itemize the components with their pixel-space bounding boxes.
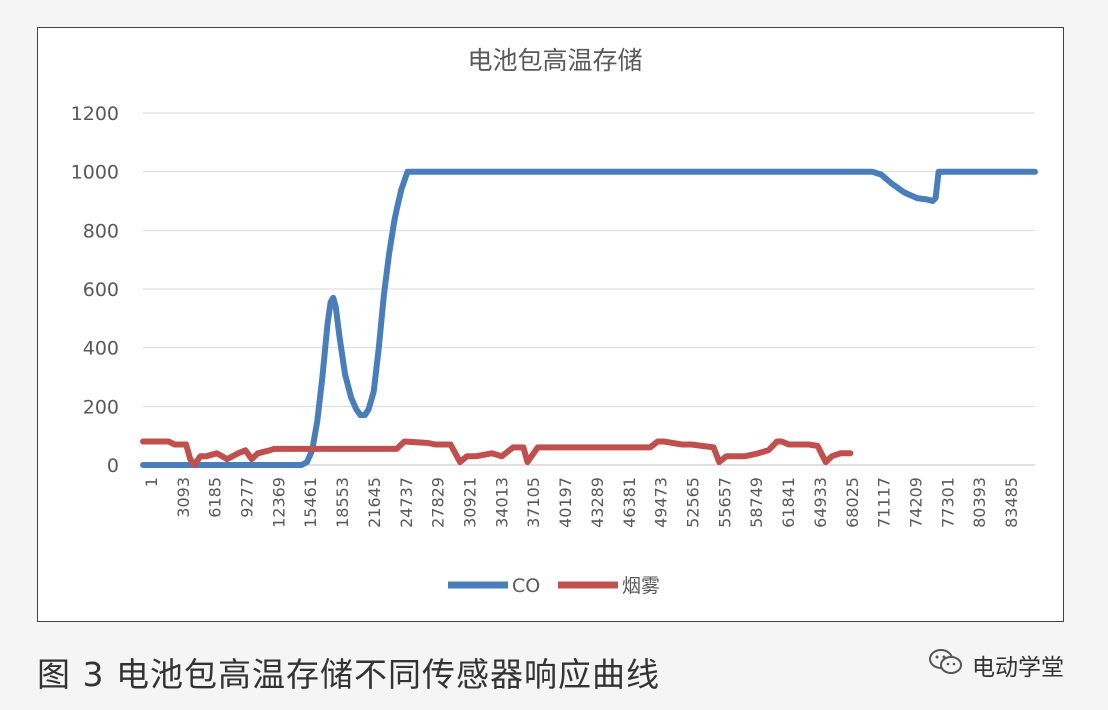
x-tick-label: 12369 <box>269 477 288 528</box>
x-tick-label: 21645 <box>365 477 384 528</box>
y-tick-label: 0 <box>107 455 119 477</box>
series-line-smoke <box>140 438 854 468</box>
legend-label: 烟雾 <box>622 575 660 597</box>
x-tick-label: 77301 <box>938 477 957 528</box>
x-tick-label: 74209 <box>907 477 926 528</box>
x-tick-label: 83485 <box>1002 477 1021 528</box>
x-tick-label: 61841 <box>779 477 798 528</box>
x-tick-label: 68025 <box>843 477 862 528</box>
series-line-co <box>140 168 1038 468</box>
x-tick-label: 58749 <box>747 477 766 528</box>
x-tick-label: 55657 <box>715 477 734 528</box>
x-tick-label: 3093 <box>174 477 193 518</box>
y-tick-label: 800 <box>83 220 119 242</box>
y-tick-label: 1200 <box>71 103 119 125</box>
x-tick-label: 6185 <box>206 477 225 518</box>
x-tick-label: 49473 <box>652 477 671 528</box>
x-tick-label: 9277 <box>238 477 257 518</box>
x-tick-label: 64933 <box>811 477 830 528</box>
x-tick-label: 15461 <box>301 477 320 528</box>
x-tick-label: 30921 <box>461 477 480 528</box>
y-tick-label: 1000 <box>71 162 119 184</box>
x-tick-label: 40197 <box>556 477 575 528</box>
x-tick-label: 80393 <box>970 477 989 528</box>
figure-caption: 图 3 电池包高温存储不同传感器响应曲线 <box>37 655 660 694</box>
watermark-text: 电动学堂 <box>972 655 1064 681</box>
x-tick-label: 27829 <box>429 477 448 528</box>
x-tick-label: 43289 <box>588 477 607 528</box>
y-tick-label: 400 <box>83 338 119 360</box>
x-tick-label: 71117 <box>875 477 894 528</box>
x-tick-label: 52565 <box>684 477 703 528</box>
x-tick-label: 1 <box>142 477 161 487</box>
y-tick-label: 600 <box>83 279 119 301</box>
watermark: 电动学堂 <box>928 648 1064 682</box>
x-tick-label: 34013 <box>492 477 511 528</box>
legend-label: CO <box>512 575 540 597</box>
x-tick-label: 46381 <box>620 477 639 528</box>
y-tick-label: 200 <box>83 396 119 418</box>
x-tick-label: 18553 <box>333 477 352 528</box>
wechat-icon <box>928 648 964 682</box>
x-tick-label: 37105 <box>524 477 543 528</box>
chart-title: 电池包高温存储 <box>467 46 642 75</box>
chart-frame: 电池包高温存储 0 200 400 600 800 1000 1200 1 3093 6185 9… <box>37 27 1064 622</box>
x-tick-label: 24737 <box>397 477 416 528</box>
line-chart: 电池包高温存储 0 200 400 600 800 1000 1200 1 3093 6185 9… <box>71 46 1038 597</box>
